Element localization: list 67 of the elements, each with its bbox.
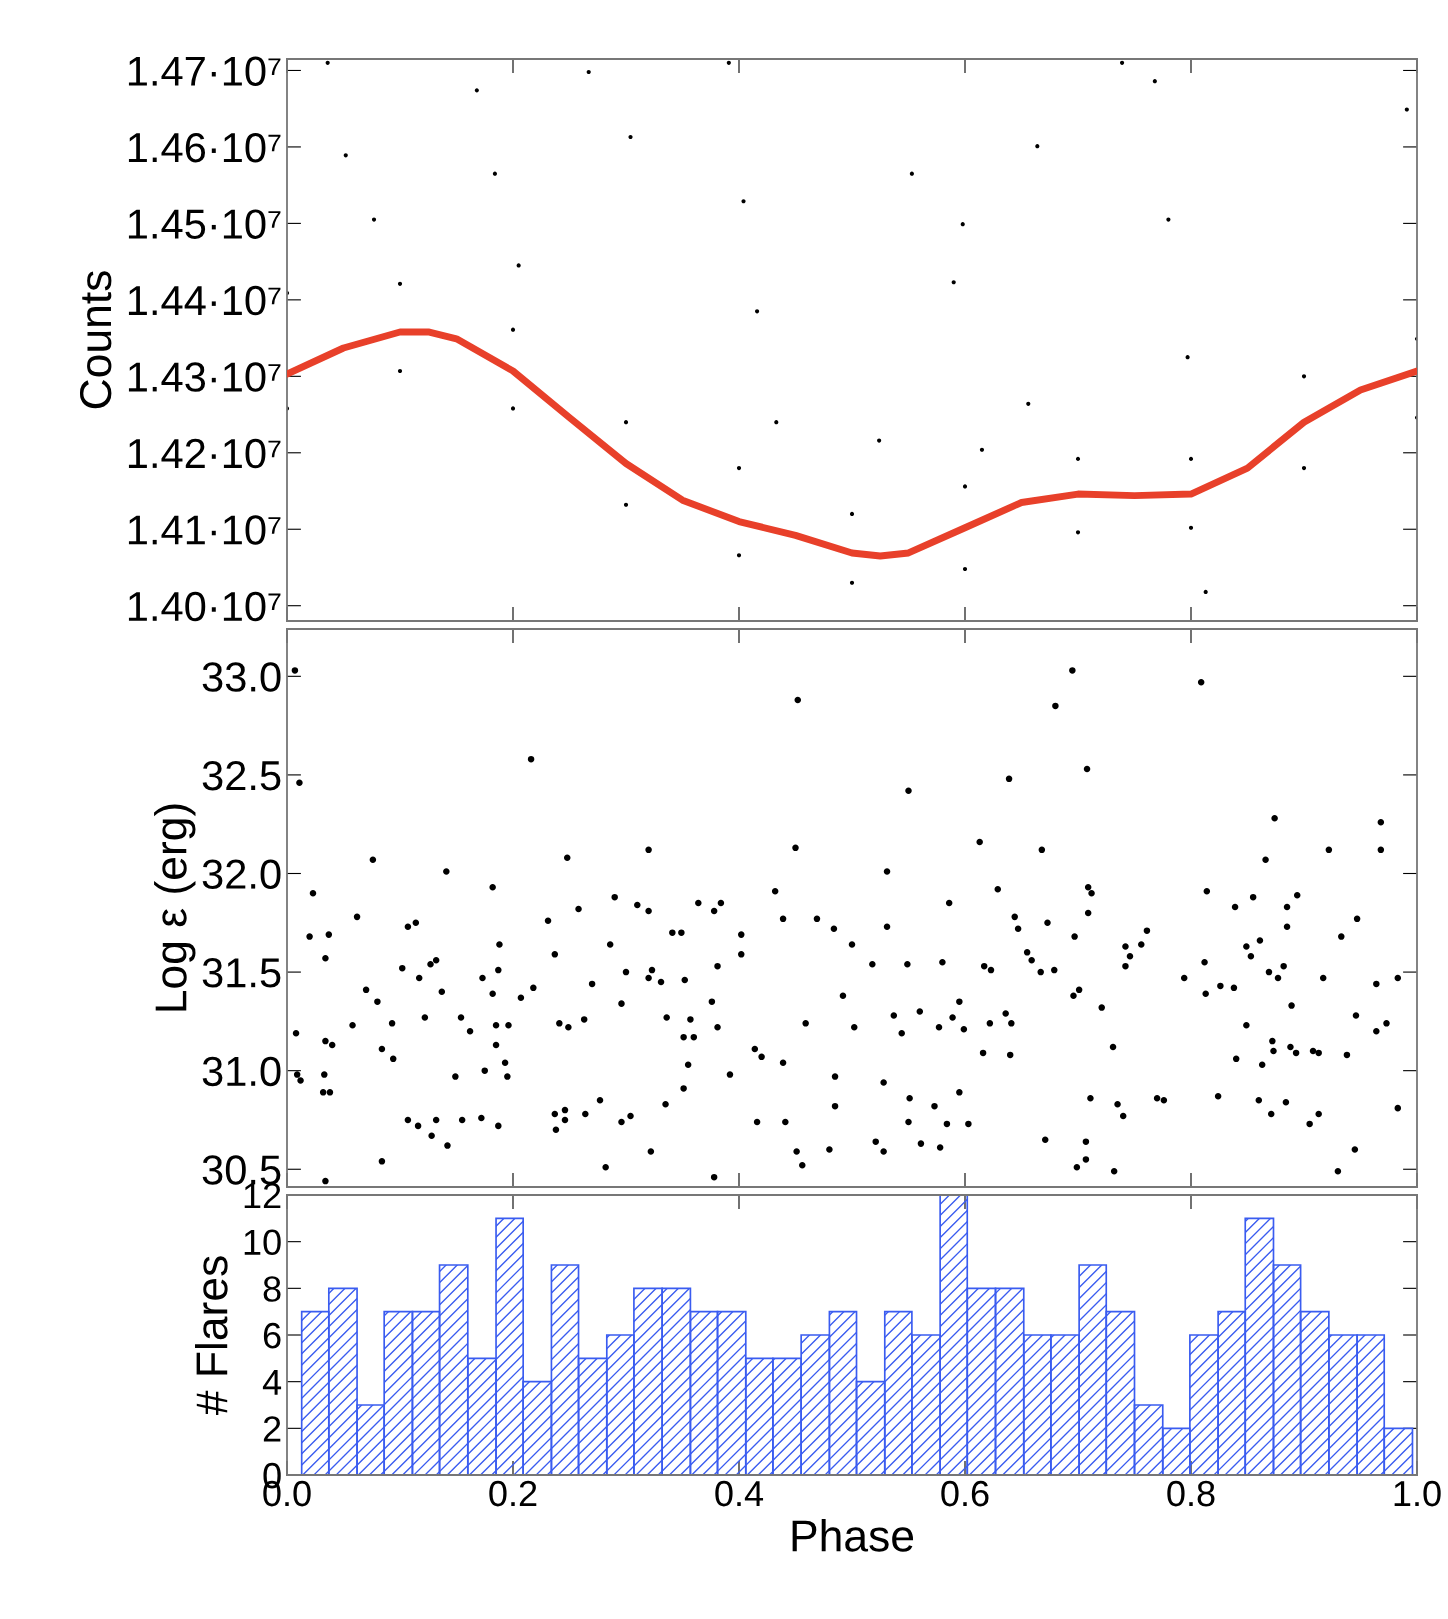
point: [1035, 144, 1040, 149]
y-tick-label: 1.46·10⁷: [128, 132, 281, 163]
y-tick-label: 1.43·10⁷: [128, 362, 281, 392]
point: [1301, 465, 1307, 471]
x-tick-label: 0.8: [1167, 1480, 1215, 1507]
point: [774, 420, 779, 425]
point: [510, 406, 516, 411]
point: [325, 60, 330, 65]
point: [586, 69, 591, 75]
point: [1301, 374, 1307, 379]
point: [1152, 79, 1157, 84]
point: [1026, 401, 1031, 406]
point: [397, 281, 403, 286]
point: [951, 280, 956, 285]
point: [343, 153, 348, 158]
x-tick-label: 1.0: [1394, 1480, 1441, 1507]
point: [979, 447, 985, 452]
point: [510, 327, 516, 332]
y-tick-label: 32.5: [202, 760, 281, 791]
point: [1119, 60, 1125, 65]
point: [623, 502, 629, 507]
y-tick-label: 8: [263, 1276, 281, 1302]
point: [736, 553, 742, 558]
y-tick-label: 1.44·10⁷: [128, 285, 281, 316]
y-tick-label: 31.0: [202, 1056, 281, 1087]
point: [371, 217, 377, 222]
y-axis-title: Counts: [79, 271, 112, 409]
point: [1188, 525, 1194, 530]
y-axis-title: Log ε (erg): [154, 804, 196, 1011]
y-tick-label: 33.0: [202, 662, 281, 692]
point: [1404, 107, 1409, 112]
point: [909, 171, 914, 176]
point: [849, 511, 855, 517]
point: [726, 60, 731, 65]
point: [736, 465, 742, 471]
y-tick-label: 30.5: [202, 1155, 281, 1185]
point: [755, 309, 760, 314]
y-tick-label: 1.42·10⁷: [128, 438, 281, 469]
point: [960, 222, 965, 227]
y-tick-label: 1.41·10⁷: [128, 515, 281, 545]
y-tick-label: 31.5: [202, 958, 281, 988]
point: [741, 199, 746, 204]
x-tick-label: 0.4: [715, 1480, 764, 1507]
y-axis-title: # Flares: [194, 1256, 228, 1416]
y-tick-label: 1.47·10⁷: [128, 56, 281, 86]
point: [962, 484, 968, 489]
y-tick-label: 10: [244, 1229, 281, 1256]
point: [492, 171, 497, 176]
y-tick-label: 1.40·10⁷: [128, 591, 281, 622]
x-axis-title: Phase: [792, 1519, 914, 1552]
y-tick-label: 12: [244, 1182, 281, 1209]
point: [877, 438, 882, 443]
point: [1075, 456, 1081, 461]
point: [1075, 530, 1081, 535]
x-tick-label: 0.2: [489, 1480, 537, 1507]
y-tick-label: 2: [263, 1416, 281, 1442]
point: [849, 580, 855, 585]
point: [1188, 456, 1194, 461]
y-tick-label: 1.45·10⁷: [128, 209, 281, 239]
y-tick-label: 6: [263, 1322, 281, 1349]
point: [1203, 589, 1208, 595]
y-tick-label: 4: [262, 1369, 282, 1395]
x-tick-label: 0.6: [941, 1480, 989, 1507]
point: [1185, 355, 1190, 360]
point: [623, 420, 629, 425]
y-tick-label: 32.0: [202, 859, 281, 889]
point: [474, 88, 479, 93]
